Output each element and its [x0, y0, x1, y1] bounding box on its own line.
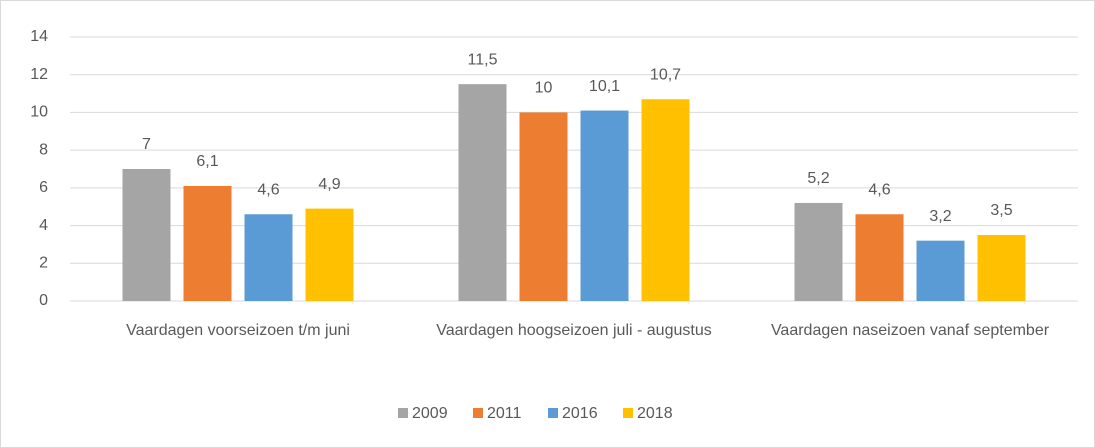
bar: [794, 202, 843, 301]
legend-label: 2018: [637, 405, 673, 422]
legend-swatch: [398, 408, 408, 418]
bar: [855, 214, 904, 301]
data-label: 11,5: [468, 51, 498, 68]
legend-label: 2011: [487, 405, 522, 422]
y-tick-label: 8: [39, 141, 48, 158]
data-label: 10,7: [650, 66, 681, 83]
data-label: 5,2: [807, 170, 829, 187]
data-label: 4,6: [257, 181, 279, 198]
x-tick-label: Vaardagen voorseizoen t/m juni: [126, 322, 350, 339]
bar: [580, 110, 629, 302]
data-label: 4,6: [868, 181, 890, 198]
bar: [183, 185, 232, 301]
bar: [244, 214, 293, 301]
bar: [916, 240, 965, 301]
x-tick-label: Vaardagen hoogseizoen juli - augustus: [436, 322, 712, 339]
data-label: 7: [142, 136, 151, 153]
data-label: 10: [535, 80, 553, 97]
y-tick-label: 4: [39, 217, 48, 234]
y-tick-label: 10: [30, 104, 48, 121]
y-tick-label: 14: [30, 28, 48, 45]
bar: [977, 235, 1026, 301]
y-tick-label: 6: [39, 179, 48, 196]
legend-label: 2009: [412, 405, 448, 422]
y-tick-label: 2: [39, 255, 48, 272]
y-tick-label: 0: [39, 292, 48, 309]
legend-label: 2016: [562, 405, 598, 422]
data-label: 3,2: [929, 208, 951, 225]
bar: [458, 84, 507, 302]
data-label: 10,1: [589, 78, 620, 95]
bar: [122, 169, 171, 301]
bar: [519, 112, 568, 301]
legend-swatch: [623, 408, 633, 418]
data-label: 6,1: [196, 153, 218, 170]
y-tick-label: 12: [30, 66, 48, 83]
legend-swatch: [548, 408, 558, 418]
legend-swatch: [473, 408, 483, 418]
data-label: 4,9: [318, 176, 340, 193]
x-tick-label: Vaardagen naseizoen vanaf september: [770, 322, 1050, 339]
bar: [641, 99, 690, 301]
bar: [305, 208, 354, 301]
data-label: 3,5: [990, 202, 1012, 219]
